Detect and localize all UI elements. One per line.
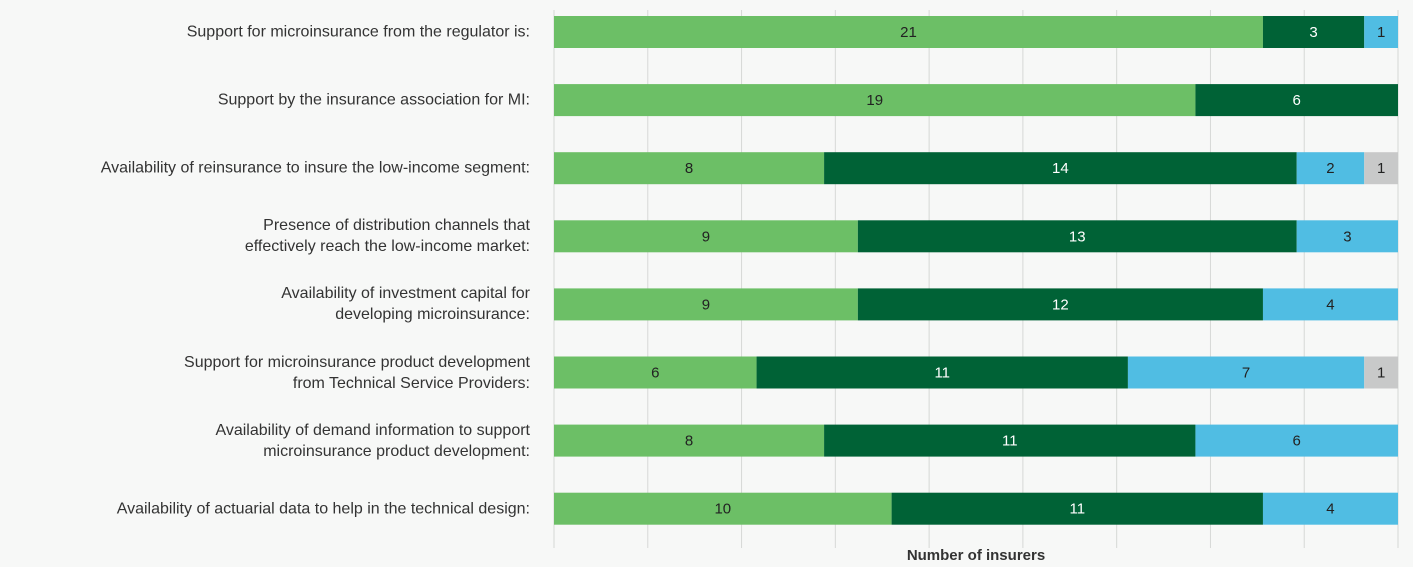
bar-segment xyxy=(891,492,1263,525)
bar-segment xyxy=(824,152,1297,185)
bar-segment xyxy=(554,424,825,457)
value-label: 8 xyxy=(685,433,693,450)
value-label: 14 xyxy=(1052,160,1069,177)
value-label: 21 xyxy=(900,24,917,41)
value-label: 11 xyxy=(1069,501,1085,518)
bar-segment xyxy=(554,492,892,525)
value-label: 12 xyxy=(1052,296,1069,313)
value-label: 11 xyxy=(1002,433,1018,450)
bar-segment xyxy=(554,84,1196,117)
value-label: 8 xyxy=(685,160,693,177)
category-label: Availability of investment capital for d… xyxy=(281,285,530,324)
category-label: Availability of reinsurance to insure th… xyxy=(100,159,530,177)
bar-segment xyxy=(1195,424,1398,457)
bar-segment xyxy=(1364,152,1398,185)
category-label: Support for microinsurance product devel… xyxy=(184,353,530,392)
bar-segment xyxy=(1296,220,1398,253)
value-label: 7 xyxy=(1242,364,1250,381)
category-label: Support by the insurance association for… xyxy=(217,91,530,109)
value-label: 13 xyxy=(1069,228,1086,245)
value-label: 9 xyxy=(702,296,710,313)
category-label: Availability of actuarial data to help i… xyxy=(116,500,530,518)
value-label: 6 xyxy=(1293,433,1301,450)
x-axis-label: Number of insurers xyxy=(906,547,1046,564)
category-label: Availability of demand information to su… xyxy=(215,421,530,460)
value-label: 10 xyxy=(714,501,731,518)
value-label: 2 xyxy=(1326,160,1334,177)
bar-segment xyxy=(554,288,858,321)
bar-segment xyxy=(857,288,1263,321)
bar-segment xyxy=(857,220,1297,253)
value-label: 11 xyxy=(934,364,950,381)
bar-segment xyxy=(554,16,1263,48)
bar-segment xyxy=(1364,356,1398,389)
value-label: 1 xyxy=(1377,364,1385,381)
bar-segment xyxy=(554,220,858,253)
value-label: 9 xyxy=(702,228,710,245)
bar-segment xyxy=(824,424,1196,457)
value-label: 4 xyxy=(1326,296,1334,313)
value-label: 3 xyxy=(1309,24,1317,41)
value-label: 1 xyxy=(1377,160,1385,177)
value-label: 6 xyxy=(1293,92,1301,109)
value-label: 6 xyxy=(651,364,659,381)
bar-segment xyxy=(1127,356,1365,389)
value-label: 19 xyxy=(866,92,883,109)
bar-segment xyxy=(756,356,1128,389)
bar-segment xyxy=(1262,492,1398,525)
bar-segment xyxy=(1262,288,1398,321)
bar-segment xyxy=(1296,152,1365,185)
value-label: 3 xyxy=(1343,228,1351,245)
bar-segment xyxy=(554,356,757,389)
bar-segment xyxy=(554,152,825,185)
category-label: Support for microinsurance from the regu… xyxy=(186,23,530,41)
bar-segment xyxy=(1262,16,1365,48)
value-label: 4 xyxy=(1326,501,1334,518)
bar-segment xyxy=(1195,84,1398,117)
value-label: 1 xyxy=(1377,24,1385,41)
category-label: Presence of distribution channels that e… xyxy=(244,217,530,256)
bar-segment xyxy=(1364,16,1398,48)
